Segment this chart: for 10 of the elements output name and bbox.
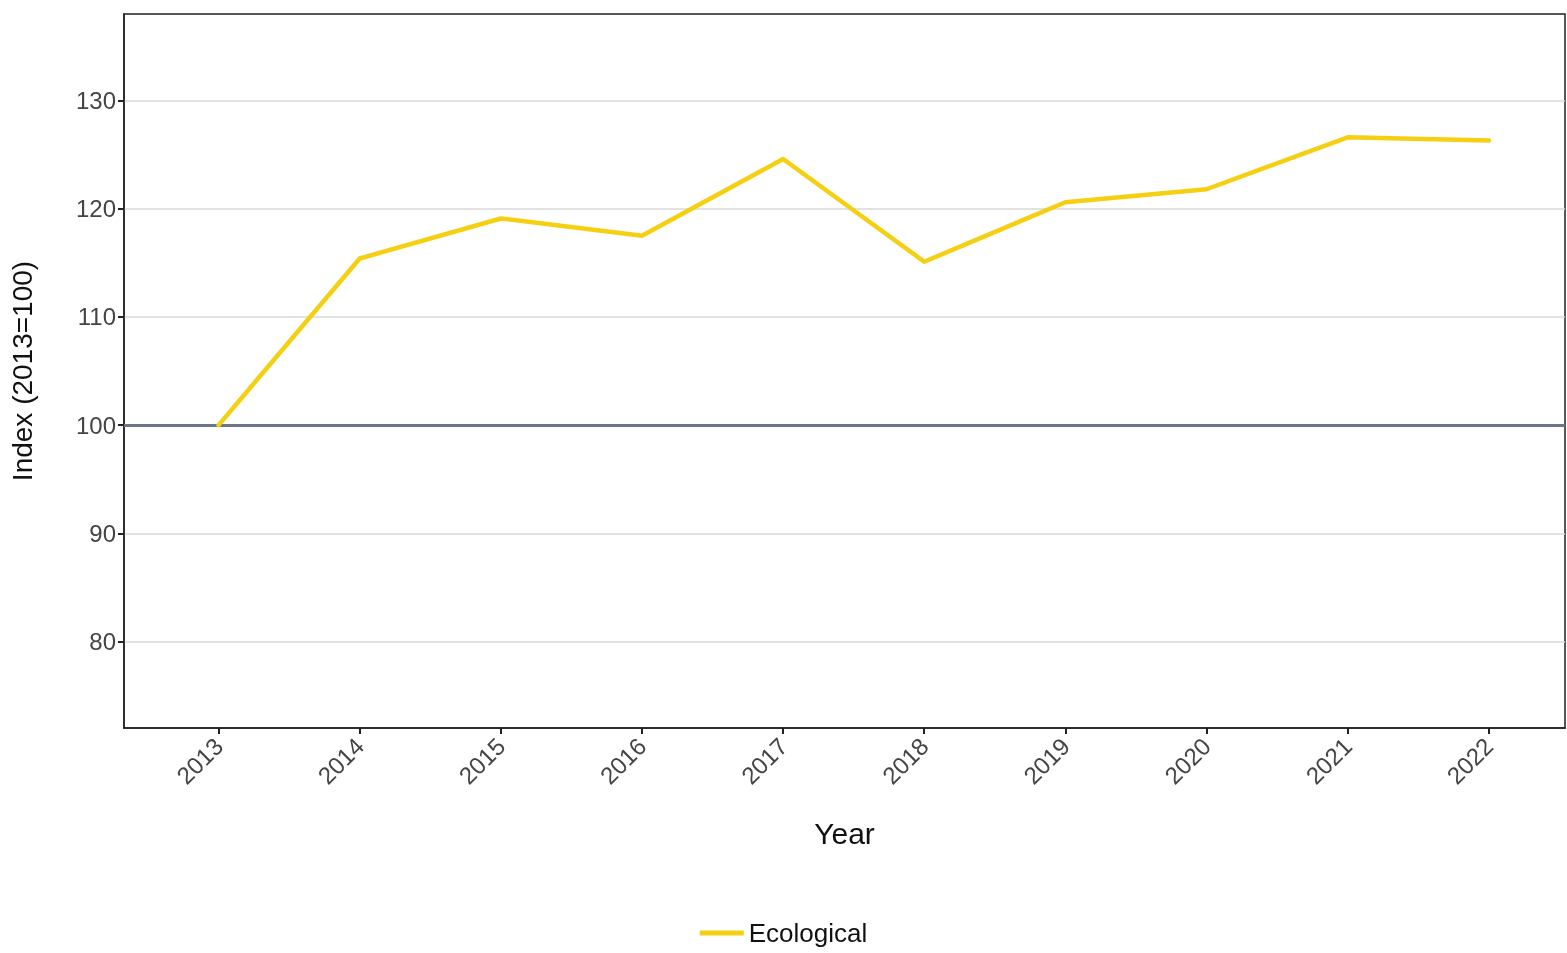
y-tick-label: 120 xyxy=(75,195,116,223)
line-series xyxy=(216,135,1492,428)
y-tick-label: 110 xyxy=(77,303,116,331)
legend-label: Ecological xyxy=(748,918,868,948)
y-tick-label: 100 xyxy=(75,411,116,439)
x-axis-title: Year xyxy=(814,816,875,850)
y-tick-label: 90 xyxy=(89,519,116,547)
y-tick-label: 130 xyxy=(75,87,116,115)
y-axis-title: Index (2013=100) xyxy=(6,260,38,482)
y-tick-label: 80 xyxy=(89,627,116,655)
